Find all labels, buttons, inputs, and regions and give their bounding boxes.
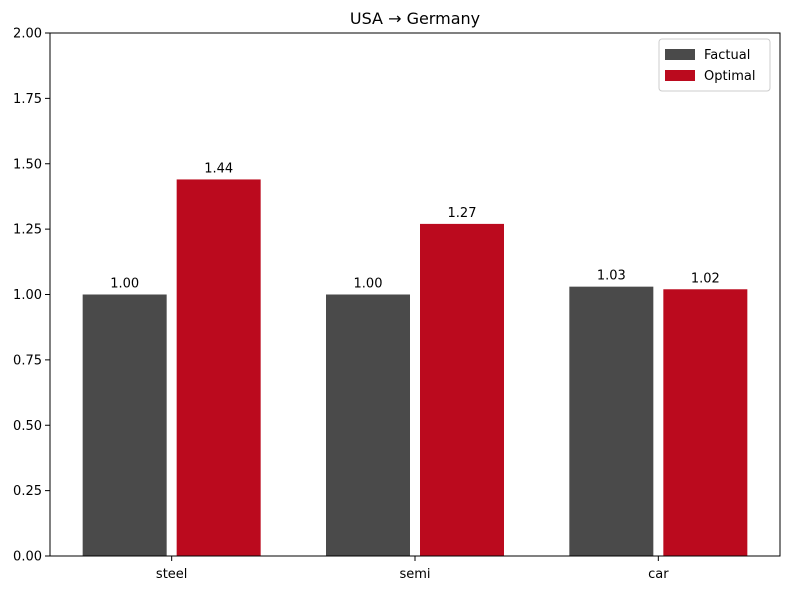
bar-optimal-car [663,289,748,556]
y-tick-label: 1.75 [13,92,42,107]
bar-optimal-steel [176,179,261,556]
plot-frame [49,32,781,557]
legend-swatch-factual [665,49,695,60]
chart-title: USA → Germany [350,9,480,28]
legend: Factual Optimal [658,38,771,92]
x-axis: steel semi car [156,556,669,582]
bar-value-label: 1.44 [204,161,233,176]
y-tick-label: 2.00 [13,27,42,42]
bar-value-label: 1.00 [110,277,139,292]
y-tick-label: 0.25 [13,484,42,499]
x-tick-label: car [648,567,669,582]
x-tick-label: semi [399,567,430,582]
bar-value-label: 1.27 [448,206,477,221]
bar-value-label: 1.02 [691,271,720,286]
y-tick-label: 0.75 [13,353,42,368]
legend-swatch-optimal [665,70,695,81]
y-tick-label: 0.00 [13,550,42,565]
x-tick-label: steel [156,567,187,582]
bar-optimal-semi [420,223,504,556]
bar-factual-car [569,286,654,556]
y-tick-label: 0.50 [13,419,42,434]
y-tick-label: 1.00 [13,288,42,303]
legend-label-factual: Factual [704,48,750,63]
y-axis: 0.00 0.25 0.50 0.75 1.00 1.25 1.50 1.75 2.00 [13,27,50,565]
y-tick-label: 1.50 [13,157,42,172]
bar-value-label: 1.03 [597,269,626,284]
legend-label-optimal: Optimal [704,69,755,84]
bar-factual-semi [326,294,410,556]
data-labels-layer: 1.00 1.44 1.00 1.27 1.03 1.02 [110,161,720,291]
bar-value-label: 1.00 [354,277,383,292]
bar-factual-steel [82,294,167,556]
y-tick-label: 1.25 [13,223,42,238]
bars-layer [82,179,748,556]
